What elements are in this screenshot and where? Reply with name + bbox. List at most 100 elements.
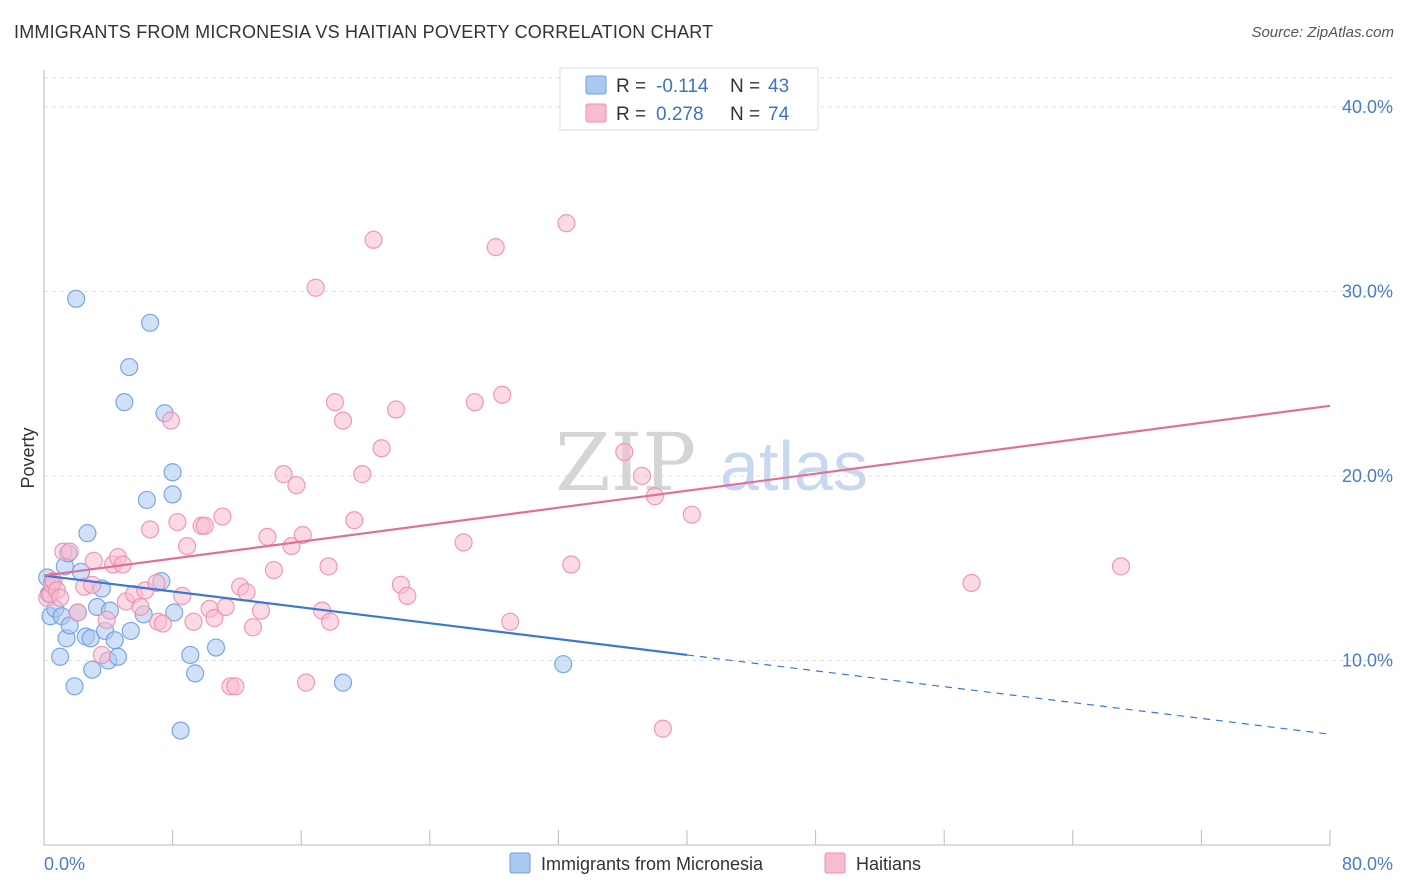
point-micronesia-26 [115, 393, 134, 412]
point-haitians-33 [205, 608, 224, 628]
point-haitians-13 [97, 610, 116, 629]
point-haitians-52 [321, 612, 340, 631]
point-haitians-59 [386, 400, 406, 419]
trend-line-haitians [43, 404, 1331, 577]
point-haitians-10 [83, 575, 102, 594]
y-tick-label-10: 10.0% [1342, 650, 1393, 670]
legend-swatch-haitians [585, 103, 607, 123]
point-micronesia-16 [78, 524, 97, 543]
point-haitians-54 [333, 411, 353, 430]
point-micronesia-41 [333, 673, 353, 692]
point-haitians-28 [177, 536, 197, 556]
point-micronesia-5 [50, 647, 70, 666]
point-micronesia-35 [163, 485, 182, 504]
point-haitians-26 [168, 512, 187, 532]
grid [44, 77, 1392, 661]
point-micronesia-34 [163, 463, 182, 482]
point-micronesia-25 [108, 647, 128, 666]
legend-n-label-haitians: N = [730, 104, 760, 125]
point-micronesia-39 [186, 664, 205, 683]
chart-title: IMMIGRANTS FROM MICRONESIA VS HAITIAN PO… [14, 22, 714, 42]
point-haitians-48 [296, 673, 316, 692]
legend-n-value-haitians: 74 [768, 104, 790, 125]
point-haitians-70 [632, 466, 652, 486]
legend-r-value-micronesia: -0.114 [656, 76, 709, 97]
point-micronesia-17 [81, 629, 100, 648]
point-haitians-63 [465, 393, 484, 412]
point-haitians-12 [92, 645, 111, 665]
point-haitians-43 [264, 560, 283, 580]
point-haitians-51 [319, 557, 338, 576]
point-haitians-49 [306, 278, 325, 297]
bottom-legend-swatch-haitians [824, 852, 846, 874]
x-tick-labels: 0.0% 80.0% [43, 830, 1393, 874]
bottom-legend-label-haitians: Haitians [856, 854, 921, 874]
point-haitians-46 [287, 476, 306, 495]
watermark-zip: ZIP [555, 416, 696, 509]
watermark-atlas: atlas [720, 427, 868, 505]
point-haitians-69 [615, 442, 634, 462]
x-tick-label-max: 80.0% [1342, 854, 1393, 874]
point-haitians-27 [173, 586, 192, 605]
y-tick-label-20: 20.0% [1342, 466, 1393, 486]
point-micronesia-40 [206, 638, 226, 657]
point-micronesia-24 [105, 631, 124, 650]
point-haitians-72 [653, 719, 672, 738]
point-haitians-61 [398, 586, 417, 605]
y-tick-label-40: 40.0% [1342, 97, 1393, 117]
point-micronesia-11 [65, 677, 84, 696]
point-micronesia-37 [171, 721, 190, 740]
point-haitians-19 [131, 597, 150, 617]
point-haitians-64 [486, 238, 505, 257]
watermark: ZIP atlas [555, 416, 868, 509]
point-haitians-24 [153, 614, 173, 633]
point-haitians-62 [454, 533, 473, 552]
point-haitians-25 [161, 411, 181, 430]
point-haitians-41 [251, 601, 271, 620]
point-haitians-34 [213, 507, 232, 526]
point-haitians-40 [243, 618, 263, 637]
point-haitians-22 [147, 573, 166, 593]
point-haitians-66 [501, 612, 520, 631]
point-haitians-39 [237, 583, 256, 602]
point-micronesia-10 [60, 616, 79, 635]
bottom-legend: Immigrants from Micronesia Haitians [509, 852, 921, 874]
point-micronesia-27 [120, 357, 139, 377]
legend: R = -0.114 N = 43 R = 0.278 N = 74 [559, 67, 819, 131]
point-micronesia-42 [554, 655, 573, 674]
point-haitians-58 [372, 439, 391, 458]
trend-line-micronesia-extension [686, 654, 1331, 735]
trend-lines [43, 404, 1331, 735]
point-micronesia-12 [67, 289, 86, 308]
legend-swatch-micronesia [585, 75, 607, 95]
bottom-legend-swatch-micronesia [509, 852, 531, 874]
point-haitians-65 [493, 385, 512, 404]
data-points [38, 214, 1131, 740]
point-micronesia-31 [140, 313, 160, 332]
legend-r-value-haitians: 0.278 [656, 104, 704, 125]
point-haitians-7 [60, 542, 79, 561]
point-haitians-5 [50, 588, 70, 607]
point-haitians-73 [682, 505, 701, 524]
point-haitians-57 [364, 230, 383, 249]
point-haitians-21 [140, 520, 160, 539]
legend-r-label-micronesia: R = [616, 76, 646, 97]
point-haitians-29 [184, 612, 203, 631]
point-haitians-44 [274, 465, 293, 484]
y-tick-label-30: 30.0% [1342, 281, 1393, 301]
point-haitians-68 [562, 555, 581, 574]
point-haitians-47 [293, 525, 312, 545]
point-haitians-42 [258, 527, 277, 546]
y-tick-labels: 10.0% 20.0% 30.0% 40.0% [1342, 97, 1393, 671]
point-micronesia-38 [181, 645, 200, 665]
point-haitians-74 [962, 573, 981, 593]
point-haitians-37 [226, 677, 245, 696]
point-haitians-53 [325, 393, 345, 412]
legend-r-label-haitians: R = [616, 104, 646, 125]
point-haitians-8 [68, 603, 87, 622]
point-micronesia-36 [165, 603, 184, 622]
point-haitians-31 [195, 516, 214, 535]
trend-line-micronesia [43, 574, 688, 657]
point-haitians-55 [345, 511, 364, 530]
